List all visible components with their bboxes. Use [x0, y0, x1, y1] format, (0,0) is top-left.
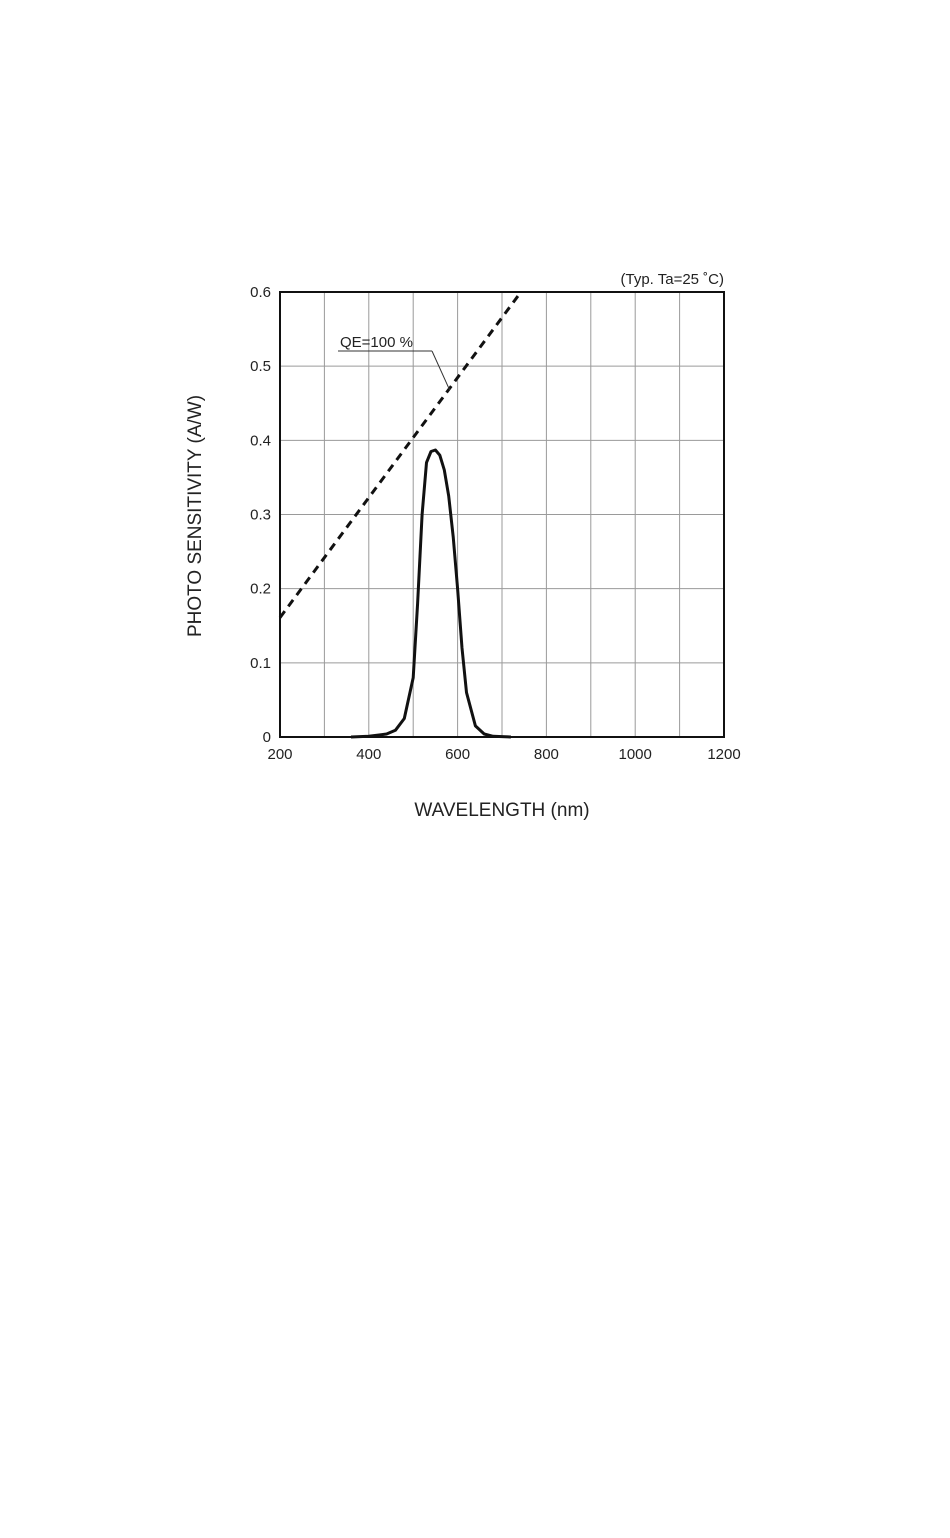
photo-sensitivity-curve: [350, 448, 511, 739]
series-layer: [278, 292, 522, 739]
qe-label: QE=100 %: [340, 334, 413, 351]
grid: [279, 291, 725, 738]
qe-100-percent-line: [278, 292, 522, 619]
x-tick-label: 400: [356, 746, 381, 763]
x-tick-label: 600: [445, 746, 470, 763]
y-axis-title: PHOTO SENSITIVITY (A/W): [185, 395, 206, 637]
x-tick-label: 800: [534, 746, 559, 763]
y-tick-label: 0.6: [250, 284, 271, 301]
y-tick-label: 0.1: [250, 655, 271, 672]
x-tick-label: 1200: [707, 746, 740, 763]
qe-leader-line: [431, 350, 451, 391]
x-tick-label: 1000: [619, 746, 652, 763]
y-tick-label: 0: [263, 729, 271, 746]
tick-labels: 200 400 600 800 1000 1200 0 0.1 0.2 0.3 0.4 0.5 0.6: [250, 284, 741, 763]
condition-note: (Typ. Ta=25 ˚C): [620, 271, 724, 288]
y-tick-label: 0.3: [250, 507, 271, 524]
x-tick-label: 200: [267, 746, 292, 763]
y-tick-label: 0.4: [250, 432, 271, 449]
annotation-layer: QE=100 %: [338, 334, 451, 391]
x-axis-title: WAVELENGTH (nm): [414, 800, 589, 821]
y-tick-label: 0.2: [250, 581, 271, 598]
y-tick-label: 0.5: [250, 358, 271, 375]
